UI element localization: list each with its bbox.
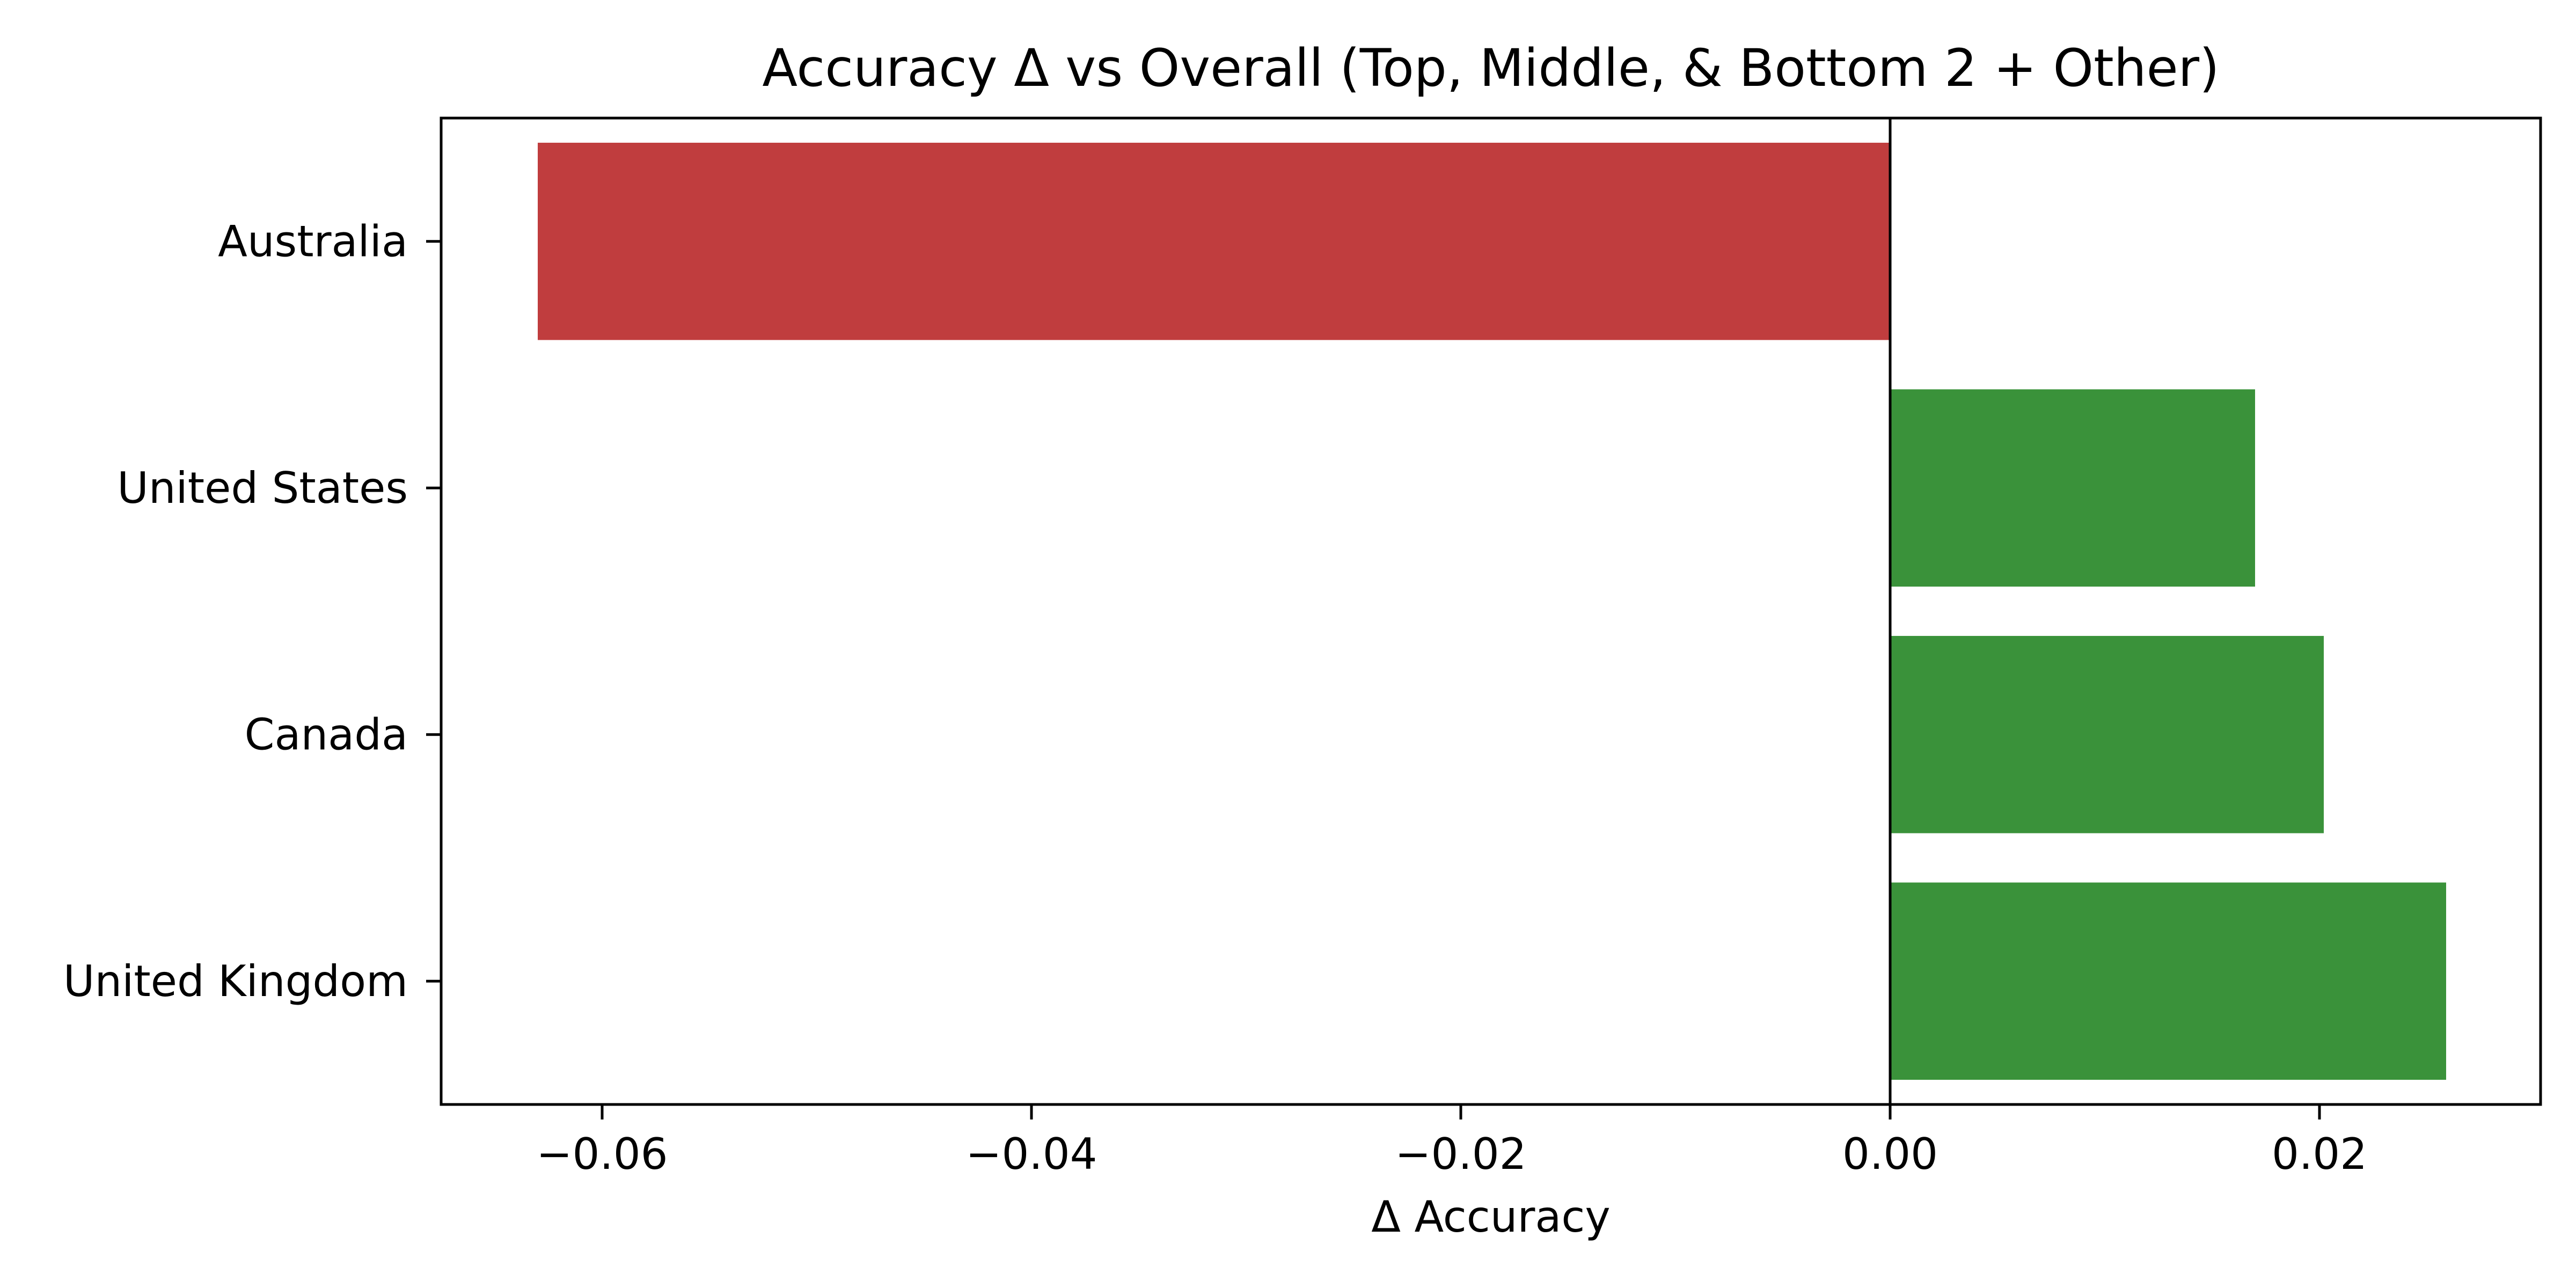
x-axis: −0.06 −0.04 −0.02 0.00 0.02: [536, 1104, 2367, 1179]
bars-group: [538, 142, 2446, 1080]
x-tick-label: 0.00: [1842, 1129, 1938, 1179]
y-tick-label: Australia: [218, 216, 408, 266]
chart-title: Accuracy Δ vs Overall (Top, Middle, & Bo…: [762, 38, 2219, 98]
bar-australia: [538, 142, 1890, 340]
x-tick-label: −0.02: [1395, 1129, 1526, 1179]
y-tick-label: United States: [117, 463, 408, 513]
x-tick-label: 0.02: [2272, 1129, 2367, 1179]
y-axis: Australia United States Canada United Kingd…: [63, 216, 441, 1006]
bar-united-kingdom: [1890, 882, 2446, 1080]
x-tick-label: −0.04: [965, 1129, 1097, 1179]
y-tick-label: United Kingdom: [63, 956, 408, 1006]
x-axis-label: Δ Accuracy: [1371, 1192, 1610, 1242]
y-tick-label: Canada: [245, 709, 408, 759]
bar-united-states: [1890, 389, 2255, 587]
plot-area-frame: [440, 116, 2542, 1106]
x-tick-label: −0.06: [536, 1129, 668, 1179]
bar-canada: [1890, 635, 2324, 833]
